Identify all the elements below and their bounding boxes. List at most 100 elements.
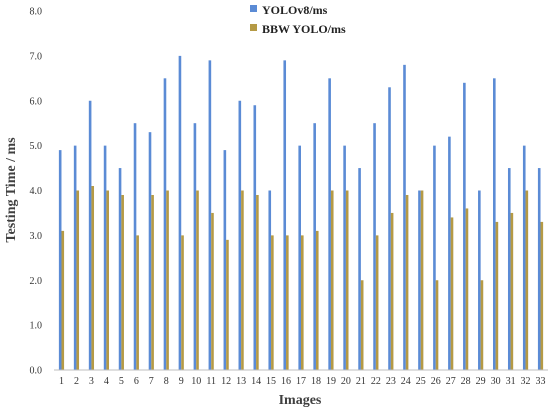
bar-bbw-yolo — [540, 221, 544, 370]
bar-bbw-yolo — [450, 217, 454, 370]
x-axis-title: Images — [279, 393, 322, 408]
bar-yolov8 — [88, 100, 92, 370]
bar-bbw-yolo — [525, 190, 529, 370]
x-tick-label: 23 — [386, 376, 396, 387]
x-tick-label: 5 — [119, 376, 124, 387]
y-tick-label: 2.0 — [30, 276, 43, 287]
bar-yolov8 — [103, 145, 107, 371]
bar-yolov8 — [537, 168, 541, 370]
x-tick-label: 21 — [356, 376, 366, 387]
x-tick-label: 27 — [446, 376, 456, 387]
bar-bbw-yolo — [61, 230, 65, 370]
bar-bbw-yolo — [390, 212, 394, 370]
y-axis-title: Testing Time / ms — [4, 137, 19, 243]
bar-bbw-yolo — [301, 235, 304, 371]
x-tick-label: 6 — [134, 376, 139, 387]
x-tick-label: 33 — [536, 376, 546, 387]
bar-yolov8 — [163, 78, 167, 370]
bar-yolov8 — [253, 105, 257, 371]
x-tick-label: 14 — [251, 376, 261, 387]
bar-bbw-yolo — [375, 235, 379, 371]
bar-yolov8 — [373, 123, 376, 370]
bar-yolov8 — [283, 60, 287, 371]
bar-bbw-yolo — [345, 190, 349, 370]
bar-bbw-yolo — [360, 280, 364, 370]
y-tick-label: 4.0 — [30, 186, 43, 197]
legend-swatch-yolov8 — [250, 5, 257, 12]
x-tick-label: 26 — [431, 376, 441, 387]
bar-bbw-yolo — [76, 190, 80, 370]
x-tick-label: 10 — [191, 376, 201, 387]
x-axis-ticks: 1 2 3 4 5 6 7 8 9 10 11 12 13 14 15 16 17 18 19 20 21 22 23 24 2… — [59, 376, 546, 387]
bar-yolov8 — [193, 123, 197, 370]
bar-bbw-yolo — [136, 235, 139, 371]
bar-bbw-yolo — [480, 280, 484, 370]
y-tick-label: 5.0 — [30, 141, 43, 152]
y-tick-label: 8.0 — [30, 7, 43, 18]
y-tick-label: 3.0 — [30, 231, 43, 242]
bar-bbw-yolo — [226, 239, 229, 370]
bar-yolov8 — [328, 78, 331, 370]
bar-yolov8 — [388, 87, 391, 370]
x-tick-label: 17 — [296, 376, 306, 387]
x-tick-label: 29 — [476, 376, 486, 387]
bar-yolov8 — [148, 132, 152, 370]
bar-bbw-yolo — [510, 212, 514, 370]
x-tick-label: 15 — [266, 376, 276, 387]
bar-bbw-yolo — [315, 230, 319, 370]
y-tick-label: 6.0 — [30, 96, 43, 107]
bar-bbw-yolo — [121, 194, 124, 370]
bar-bbw-yolo — [181, 235, 184, 371]
bar-bbw-yolo — [91, 186, 95, 370]
bar-yolov8 — [507, 168, 511, 370]
bar-bbw-yolo — [405, 194, 409, 370]
y-axis-ticks: 0.0 1.0 2.0 3.0 4.0 5.0 6.0 7.0 8.0 — [30, 7, 43, 377]
x-tick-label: 32 — [521, 376, 531, 387]
x-tick-label: 9 — [179, 376, 184, 387]
legend: YOLOv8/ms BBW YOLO/ms — [250, 3, 346, 36]
bar-bbw-yolo — [330, 190, 334, 370]
x-tick-label: 1 — [59, 376, 64, 387]
legend-label-bbw-yolo: BBW YOLO/ms — [262, 22, 346, 36]
x-tick-label: 3 — [89, 376, 94, 387]
bar-yolov8 — [463, 82, 466, 371]
x-tick-label: 18 — [311, 376, 321, 387]
bar-bbw-yolo — [151, 194, 154, 370]
bar-bbw-yolo — [211, 212, 214, 370]
bar-yolov8 — [478, 190, 481, 370]
bar-bbw-yolo — [435, 280, 439, 370]
legend-label-yolov8: YOLOv8/ms — [262, 3, 328, 17]
bar-yolov8 — [493, 78, 496, 370]
bars — [58, 55, 544, 371]
bar-yolov8 — [178, 55, 182, 371]
x-tick-label: 22 — [371, 376, 381, 387]
bar-yolov8 — [433, 145, 436, 371]
bar-yolov8 — [313, 123, 316, 370]
bar-yolov8 — [208, 60, 212, 371]
x-tick-label: 4 — [104, 376, 109, 387]
bar-bbw-yolo — [286, 235, 289, 371]
bar-yolov8 — [268, 190, 272, 370]
x-tick-label: 20 — [341, 376, 351, 387]
x-tick-label: 13 — [236, 376, 246, 387]
y-tick-label: 0.0 — [30, 366, 43, 377]
x-tick-label: 24 — [401, 376, 411, 387]
x-tick-label: 31 — [506, 376, 516, 387]
bar-bbw-yolo — [106, 190, 109, 370]
bar-bbw-yolo — [271, 235, 274, 371]
x-tick-label: 7 — [149, 376, 154, 387]
bar-yolov8 — [133, 123, 137, 370]
bar-yolov8 — [73, 145, 77, 371]
bar-yolov8 — [358, 168, 361, 370]
bar-bbw-yolo — [256, 194, 259, 370]
x-tick-label: 12 — [221, 376, 231, 387]
bar-yolov8 — [58, 150, 62, 370]
bar-yolov8 — [448, 136, 451, 370]
x-tick-label: 16 — [281, 376, 291, 387]
x-tick-label: 8 — [164, 376, 169, 387]
bar-bbw-yolo — [495, 221, 499, 370]
x-tick-label: 25 — [416, 376, 426, 387]
bar-yolov8 — [343, 145, 346, 371]
bar-yolov8 — [522, 145, 526, 371]
